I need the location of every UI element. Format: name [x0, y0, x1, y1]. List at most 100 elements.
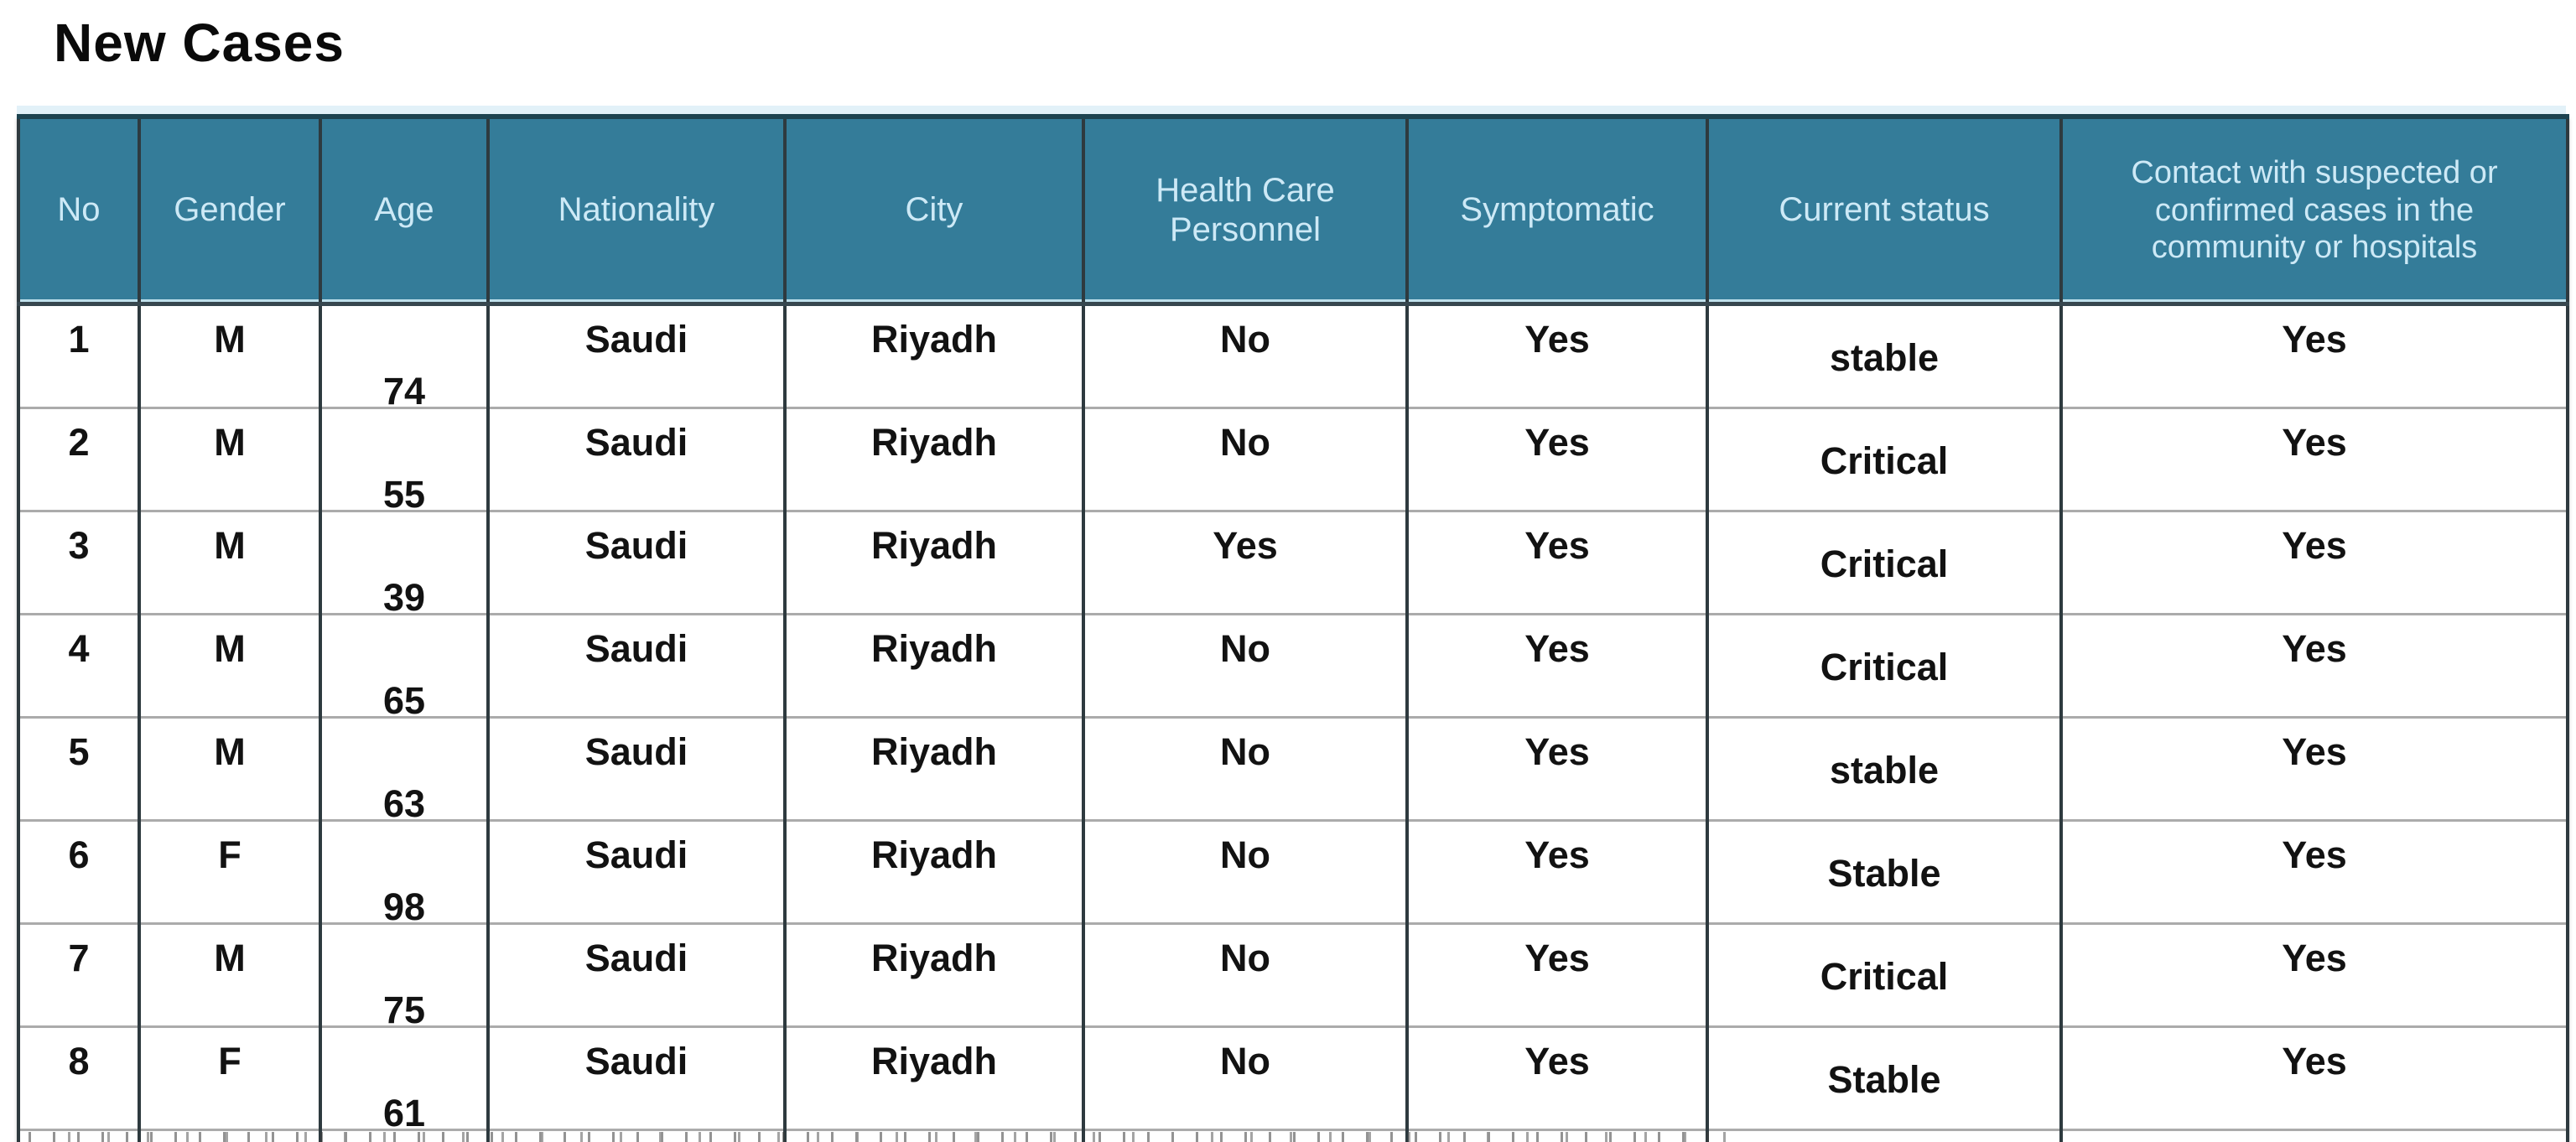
status-value: stable	[1829, 336, 1940, 379]
cell-age: 98	[319, 819, 490, 927]
col-header-gender: Gender	[138, 114, 322, 306]
cropped-caption-text	[29, 1132, 1731, 1142]
col-header-hcp: Health Care Personnel	[1082, 114, 1409, 306]
cell-status: Critical	[1706, 510, 2063, 615]
cell-no: 1	[17, 304, 141, 408]
cell-gender: M	[138, 716, 322, 821]
cell-symptomatic: Yes	[1405, 819, 1709, 924]
cell-age: 55	[319, 407, 490, 516]
cell-no: 2	[17, 407, 141, 511]
cell-age: 65	[319, 613, 490, 722]
age-value: 74	[382, 370, 426, 413]
cell-city: Riyadh	[783, 304, 1085, 408]
cell-status: Stable	[1706, 819, 2063, 924]
cell-contact: Yes	[2059, 304, 2569, 408]
table-row: 4 M 65 Saudi Riyadh No Yes Critical Yes	[17, 613, 2569, 722]
cell-symptomatic: Yes	[1405, 613, 1709, 718]
cell-no: 4	[17, 613, 141, 718]
cell-gender: M	[138, 407, 322, 511]
cell-city: Riyadh	[783, 716, 1085, 821]
status-value: Critical	[1820, 955, 1949, 998]
table-row: 2 M 55 Saudi Riyadh No Yes Critical Yes	[17, 407, 2569, 516]
cell-gender: F	[138, 1025, 322, 1130]
cell-nationality: Saudi	[486, 407, 787, 511]
cell-nationality: Saudi	[486, 613, 787, 718]
age-value: 55	[382, 473, 426, 516]
table-row: 6 F 98 Saudi Riyadh No Yes Stable Yes	[17, 819, 2569, 927]
age-value: 75	[382, 989, 426, 1031]
cell-city: Riyadh	[783, 819, 1085, 924]
cell-symptomatic: Yes	[1405, 304, 1709, 408]
cell-city: Riyadh	[783, 613, 1085, 718]
status-value: Stable	[1827, 852, 1941, 895]
col-header-symptomatic: Symptomatic	[1405, 114, 1709, 306]
cell-gender: M	[138, 613, 322, 718]
cell-symptomatic: Yes	[1405, 510, 1709, 615]
age-value: 61	[382, 1092, 426, 1134]
cell-contact: Yes	[2059, 922, 2569, 1027]
cell-status: Critical	[1706, 407, 2063, 511]
status-value: stable	[1829, 749, 1940, 792]
table-row: 8 F 61 Saudi Riyadh No Yes Stable Yes	[17, 1025, 2569, 1134]
cell-contact: Yes	[2059, 510, 2569, 615]
table-row: 1 M 74 Saudi Riyadh No Yes stable Yes	[17, 304, 2569, 413]
cell-hcp: Yes	[1082, 510, 1409, 615]
table-row: 7 M 75 Saudi Riyadh No Yes Critical Yes	[17, 922, 2569, 1031]
cell-contact: Yes	[2059, 1129, 2569, 1142]
cell-contact: Yes	[2059, 407, 2569, 511]
cell-status: Stable	[1706, 1025, 2063, 1130]
col-header-status: Current status	[1706, 114, 2063, 306]
age-value: 63	[382, 782, 426, 825]
col-header-city: City	[783, 114, 1085, 306]
cell-contact: Yes	[2059, 613, 2569, 718]
table-row: 5 M 63 Saudi Riyadh No Yes stable Yes	[17, 716, 2569, 825]
cell-age: 61	[319, 1025, 490, 1134]
cell-gender: F	[138, 819, 322, 924]
cell-gender: M	[138, 304, 322, 408]
cell-nationality: Saudi	[486, 716, 787, 821]
page-title: New Cases	[54, 13, 345, 73]
table-header-row: No Gender Age Nationality City Health Ca…	[17, 114, 2569, 306]
cell-city: Riyadh	[783, 922, 1085, 1027]
col-header-no: No	[17, 114, 141, 306]
cell-contact: Yes	[2059, 716, 2569, 821]
cell-symptomatic: Yes	[1405, 716, 1709, 821]
cell-age: 75	[319, 922, 490, 1031]
cell-no: 5	[17, 716, 141, 821]
cell-no: 3	[17, 510, 141, 615]
cell-age: 39	[319, 510, 490, 617]
cell-gender: M	[138, 510, 322, 615]
status-value: Critical	[1820, 439, 1949, 482]
cell-status: Critical	[1706, 922, 2063, 1027]
cell-no: 8	[17, 1025, 141, 1130]
status-value: Critical	[1820, 646, 1949, 688]
cell-no: 7	[17, 922, 141, 1027]
status-value: Critical	[1820, 542, 1949, 585]
cell-hcp: No	[1082, 716, 1409, 821]
cell-nationality: Saudi	[486, 304, 787, 408]
cell-contact: Yes	[2059, 819, 2569, 924]
col-header-age: Age	[319, 114, 490, 306]
cell-symptomatic: Yes	[1405, 407, 1709, 511]
cell-hcp: No	[1082, 613, 1409, 718]
cell-symptomatic: Yes	[1405, 922, 1709, 1027]
new-cases-table: No Gender Age Nationality City Health Ca…	[17, 114, 2569, 1142]
cell-status: stable	[1706, 304, 2063, 408]
age-value: 65	[382, 679, 426, 722]
cell-hcp: No	[1082, 922, 1409, 1027]
col-header-nationality: Nationality	[486, 114, 787, 306]
cell-hcp: No	[1082, 1025, 1409, 1130]
status-value: Stable	[1827, 1058, 1941, 1101]
table-top-highlight	[17, 106, 2566, 114]
cell-nationality: Saudi	[486, 1025, 787, 1130]
cell-city: Riyadh	[783, 407, 1085, 511]
cell-status: Stable	[1706, 1129, 2063, 1142]
cell-no: 6	[17, 819, 141, 924]
cell-nationality: Saudi	[486, 819, 787, 924]
cell-nationality: Saudi	[486, 922, 787, 1027]
cell-status: Critical	[1706, 613, 2063, 718]
cell-status: stable	[1706, 716, 2063, 821]
cell-gender: M	[138, 922, 322, 1027]
cell-nationality: Saudi	[486, 510, 787, 615]
